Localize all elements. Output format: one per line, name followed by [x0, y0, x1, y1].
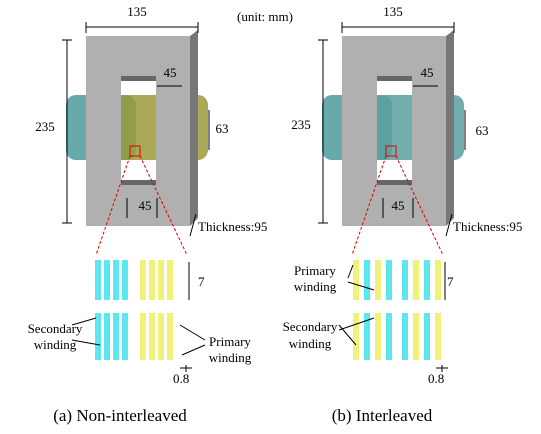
coil-label: 63 [216, 121, 229, 136]
secondary-label: Secondary [283, 319, 338, 334]
thickness-label: Thickness:95 [453, 219, 522, 234]
window-label: 45 [164, 65, 177, 80]
winding-bar [104, 313, 110, 360]
coil-label: 63 [476, 123, 489, 138]
window-shade [121, 180, 156, 185]
core-side [446, 30, 454, 226]
core-side [190, 30, 198, 226]
winding-bar [424, 260, 430, 300]
winding-bar [104, 260, 110, 300]
winding-bar [113, 313, 119, 360]
window-shade [377, 76, 412, 81]
width-label: 135 [127, 4, 147, 19]
spacing-label: 7 [198, 274, 205, 289]
bar-width-label: 0.8 [173, 371, 189, 386]
winding-bar [435, 313, 441, 360]
figure: (unit: mm) 135 45 235 63 45 Thickness:95… [0, 0, 541, 434]
winding-bar [122, 313, 128, 360]
winding-bar [386, 313, 392, 360]
winding-bar [167, 313, 173, 360]
caption: (b) Interleaved [332, 406, 433, 425]
winding-bar [167, 260, 173, 300]
width-label: 135 [383, 4, 403, 19]
winding-bar [402, 313, 408, 360]
winding-bar [375, 313, 381, 360]
caption: (a) Non-interleaved [53, 406, 187, 425]
unit-note: (unit: mm) [237, 9, 293, 24]
secondary-label: winding [289, 336, 332, 351]
winding-bar [386, 260, 392, 300]
secondary-label: winding [34, 337, 77, 352]
winding-bar [375, 260, 381, 300]
thickness-label: Thickness:95 [198, 219, 267, 234]
winding-bar [353, 313, 359, 360]
drawings [62, 22, 465, 372]
winding-bar [122, 260, 128, 300]
winding-bar [95, 313, 101, 360]
winding-bar [413, 260, 419, 300]
dimension-line [180, 325, 205, 340]
winding-bar [424, 313, 430, 360]
window-shade [121, 76, 156, 81]
winding-bar [140, 313, 146, 360]
winding-bar [402, 260, 408, 300]
primary-label: winding [294, 279, 337, 294]
height-label: 235 [291, 117, 311, 132]
winding-bar [353, 260, 359, 300]
winding-bar [158, 260, 164, 300]
winding-bar [140, 260, 146, 300]
winding-bar [113, 260, 119, 300]
winding-bar [413, 313, 419, 360]
primary-label: Primary [209, 334, 251, 349]
winding-bar [149, 313, 155, 360]
winding-bar [435, 260, 441, 300]
winding-bar [158, 313, 164, 360]
yoke-label: 45 [392, 198, 405, 213]
height-label: 235 [35, 119, 55, 134]
winding-bar [364, 260, 370, 300]
dimension-line [348, 282, 374, 290]
window-label: 45 [421, 65, 434, 80]
spacing-label: 7 [447, 274, 454, 289]
bar-width-label: 0.8 [428, 371, 444, 386]
primary-label: Primary [294, 263, 336, 278]
dimension-line [348, 265, 353, 278]
winding-bar [95, 260, 101, 300]
window-shade [377, 180, 412, 185]
secondary-label: Secondary [28, 321, 83, 336]
primary-label: winding [209, 350, 252, 365]
winding-bar [149, 260, 155, 300]
dimension-line [182, 345, 205, 355]
yoke-label: 45 [139, 198, 152, 213]
